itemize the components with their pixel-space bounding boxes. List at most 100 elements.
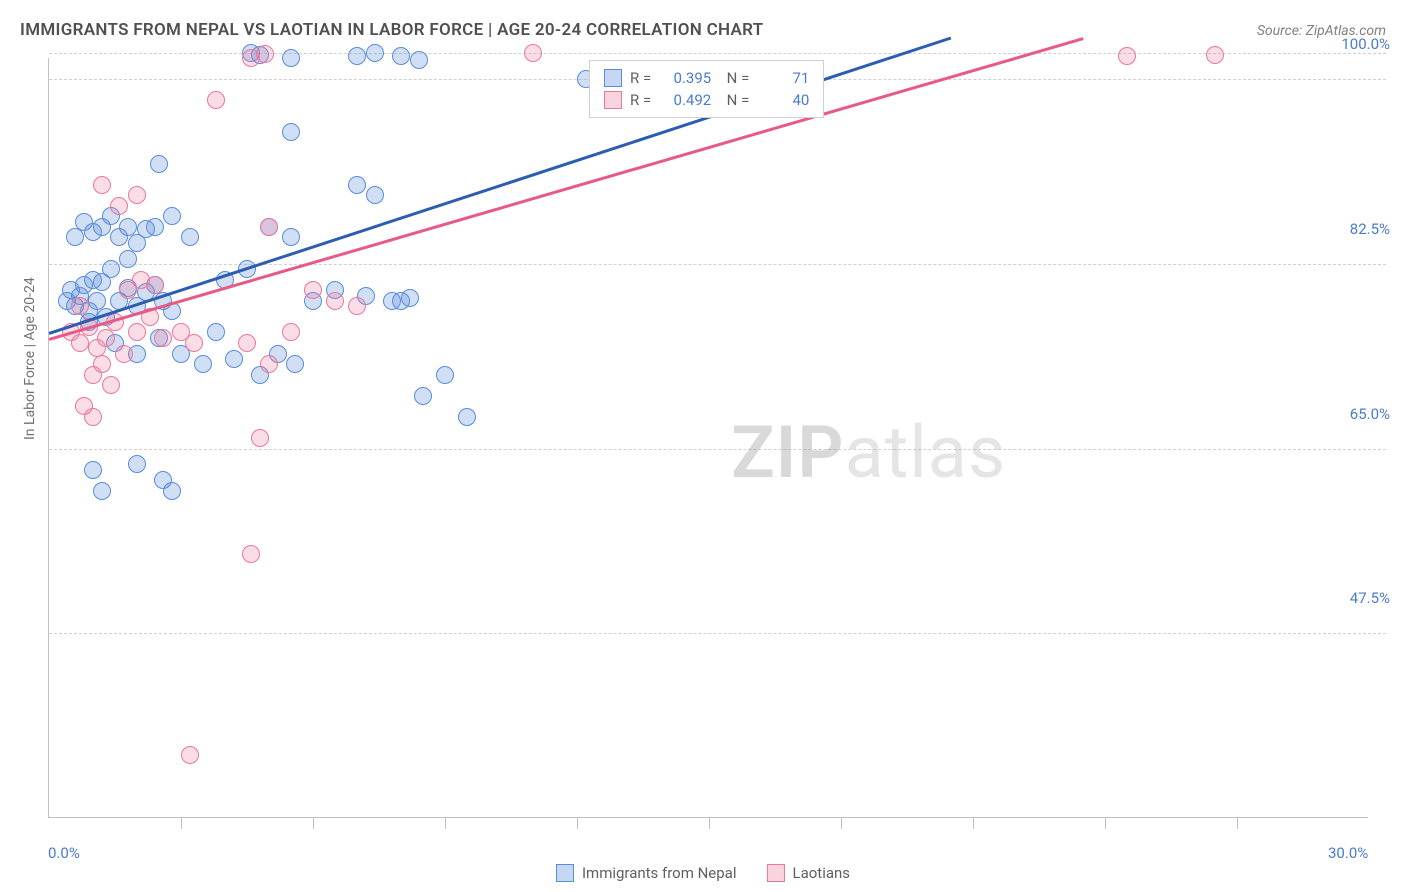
legend-swatch bbox=[766, 864, 784, 882]
legend-swatch bbox=[604, 69, 622, 87]
data-point bbox=[242, 545, 260, 563]
data-point bbox=[150, 155, 168, 173]
data-point bbox=[392, 47, 410, 65]
data-point bbox=[238, 334, 256, 352]
data-point bbox=[154, 329, 172, 347]
legend-r-label: R = bbox=[630, 69, 651, 87]
legend-row: R = 0.492 N = 40 bbox=[604, 89, 809, 111]
data-point bbox=[128, 323, 146, 341]
data-point bbox=[348, 47, 366, 65]
data-point bbox=[93, 482, 111, 500]
bottom-legend-label: Immigrants from Nepal bbox=[582, 864, 737, 882]
data-point bbox=[71, 334, 89, 352]
bottom-legend-item: Immigrants from Nepal bbox=[556, 864, 737, 882]
x-tick-label: 30.0% bbox=[1328, 844, 1368, 862]
data-point bbox=[66, 228, 84, 246]
data-point bbox=[146, 276, 164, 294]
legend-n-value: 71 bbox=[757, 69, 809, 87]
data-point bbox=[128, 186, 146, 204]
data-point bbox=[260, 355, 278, 373]
data-point bbox=[383, 292, 401, 310]
data-point bbox=[181, 746, 199, 764]
data-point bbox=[410, 51, 428, 69]
data-point bbox=[366, 44, 384, 62]
data-point bbox=[256, 45, 274, 63]
data-point bbox=[185, 334, 203, 352]
data-point bbox=[128, 455, 146, 473]
x-tick bbox=[973, 817, 974, 829]
chart-header: IMMIGRANTS FROM NEPAL VS LAOTIAN IN LABO… bbox=[20, 20, 1386, 40]
data-point bbox=[348, 176, 366, 194]
data-point bbox=[93, 176, 111, 194]
data-point bbox=[102, 376, 120, 394]
legend-r-label: R = bbox=[630, 91, 651, 109]
x-tick bbox=[577, 817, 578, 829]
data-point bbox=[251, 429, 269, 447]
y-tick-label: 65.0% bbox=[1350, 405, 1390, 423]
legend-n-value: 40 bbox=[757, 91, 809, 109]
data-point bbox=[115, 345, 133, 363]
data-point bbox=[194, 355, 212, 373]
data-point bbox=[286, 355, 304, 373]
data-point bbox=[1206, 46, 1224, 64]
data-point bbox=[414, 387, 432, 405]
data-point bbox=[93, 355, 111, 373]
y-tick-label: 47.5% bbox=[1350, 589, 1390, 607]
x-tick bbox=[1105, 817, 1106, 829]
data-point bbox=[401, 289, 419, 307]
data-point bbox=[366, 186, 384, 204]
data-point bbox=[110, 197, 128, 215]
data-point bbox=[1118, 47, 1136, 65]
legend-n-label: N = bbox=[719, 69, 749, 87]
data-point bbox=[97, 329, 115, 347]
gridline bbox=[49, 633, 1386, 634]
y-axis-label: In Labor Force | Age 20-24 bbox=[22, 277, 38, 440]
legend-r-value: 0.395 bbox=[659, 69, 711, 87]
x-tick bbox=[841, 817, 842, 829]
data-point bbox=[119, 250, 137, 268]
data-point bbox=[260, 218, 278, 236]
data-point bbox=[282, 123, 300, 141]
data-point bbox=[436, 366, 454, 384]
legend-row: R = 0.395 N = 71 bbox=[604, 67, 809, 89]
data-point bbox=[102, 260, 120, 278]
chart-title: IMMIGRANTS FROM NEPAL VS LAOTIAN IN LABO… bbox=[20, 20, 763, 40]
x-tick bbox=[1237, 817, 1238, 829]
data-point bbox=[84, 408, 102, 426]
data-point bbox=[163, 482, 181, 500]
data-point bbox=[326, 292, 344, 310]
plot-area: R = 0.395 N = 71 R = 0.492 N = 40 bbox=[48, 58, 1368, 818]
data-point bbox=[225, 350, 243, 368]
x-tick bbox=[445, 817, 446, 829]
x-tick bbox=[313, 817, 314, 829]
legend-swatch bbox=[556, 864, 574, 882]
data-point bbox=[163, 207, 181, 225]
gridline bbox=[49, 449, 1386, 450]
data-point bbox=[84, 461, 102, 479]
bottom-legend-label: Laotians bbox=[792, 864, 850, 882]
data-point bbox=[146, 218, 164, 236]
x-tick bbox=[709, 817, 710, 829]
y-tick-label: 82.5% bbox=[1350, 220, 1390, 238]
legend-swatch bbox=[604, 91, 622, 109]
data-point bbox=[181, 228, 199, 246]
data-point bbox=[71, 297, 89, 315]
x-tick-label: 0.0% bbox=[48, 844, 80, 862]
data-point bbox=[458, 408, 476, 426]
y-tick-label: 100.0% bbox=[1341, 35, 1390, 53]
data-point bbox=[282, 228, 300, 246]
data-point bbox=[207, 91, 225, 109]
data-point bbox=[348, 297, 366, 315]
bottom-legend-item: Laotians bbox=[766, 864, 850, 882]
data-point bbox=[524, 44, 542, 62]
x-tick bbox=[181, 817, 182, 829]
legend-r-value: 0.492 bbox=[659, 91, 711, 109]
data-point bbox=[282, 49, 300, 67]
correlation-legend: R = 0.395 N = 71 R = 0.492 N = 40 bbox=[589, 60, 824, 118]
data-point bbox=[207, 323, 225, 341]
data-point bbox=[282, 323, 300, 341]
trend-line bbox=[49, 37, 1084, 340]
data-point bbox=[304, 281, 322, 299]
bottom-legend: Immigrants from Nepal Laotians bbox=[556, 864, 850, 882]
legend-n-label: N = bbox=[719, 91, 749, 109]
